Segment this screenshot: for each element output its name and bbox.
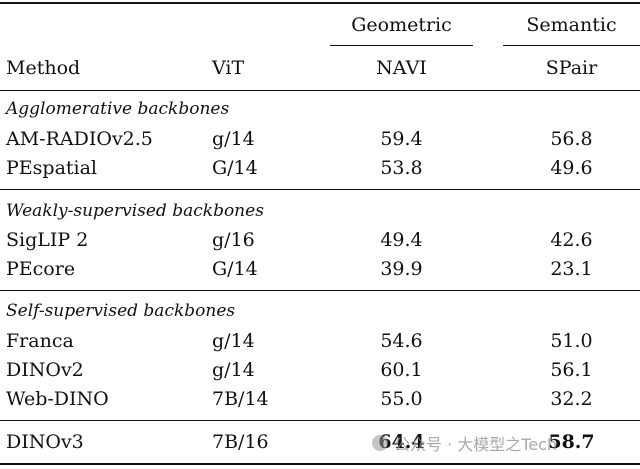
section-title: Agglomerative backbones [6, 99, 230, 119]
cell-vit: G/14 [212, 157, 258, 179]
cell-spair: 23.1 [550, 258, 593, 280]
geometric-group-rule [330, 45, 473, 46]
cell-navi: 39.9 [380, 258, 423, 280]
cell-spair: 49.6 [550, 157, 593, 179]
section-title: Weakly-supervised backbones [6, 201, 264, 221]
cell-method-final: DINOv3 [6, 431, 84, 453]
cell-navi-final: 64.4 [378, 431, 425, 453]
column-header-vit: ViT [212, 57, 245, 79]
cell-spair: 32.2 [550, 388, 593, 410]
header-rule [0, 90, 640, 91]
cell-method: AM-RADIOv2.5 [6, 128, 153, 150]
cell-vit-final: 7B/16 [212, 431, 269, 453]
cell-spair: 42.6 [550, 229, 593, 251]
semantic-group-rule [503, 45, 640, 46]
cell-method: Franca [6, 330, 74, 352]
group-header-geometric: Geometric [351, 14, 452, 36]
cell-vit: g/14 [212, 330, 255, 352]
cell-spair: 56.8 [550, 128, 593, 150]
section-rule-2 [0, 290, 640, 291]
cell-navi: 55.0 [380, 388, 423, 410]
cell-vit: G/14 [212, 258, 258, 280]
column-header-method: Method [6, 57, 81, 79]
cell-navi: 60.1 [380, 359, 423, 381]
watermark: 公众号 · 大模型之Tech [372, 431, 557, 455]
final-rule [0, 420, 640, 421]
cell-spair: 51.0 [550, 330, 593, 352]
column-header-navi: NAVI [376, 57, 427, 79]
cell-method: PEcore [6, 258, 76, 280]
cell-vit: g/14 [212, 128, 255, 150]
cell-navi: 59.4 [380, 128, 423, 150]
cell-vit: g/16 [212, 229, 255, 251]
watermark-text: 公众号 · 大模型之Tech [394, 435, 558, 454]
section-title: Self-supervised backbones [6, 301, 236, 321]
cell-navi: 49.4 [380, 229, 423, 251]
group-header-semantic: Semantic [526, 14, 617, 36]
cell-method: Web-DINO [6, 388, 109, 410]
cell-method: DINOv2 [6, 359, 84, 381]
cell-spair: 56.1 [550, 359, 593, 381]
cell-spair-final: 58.7 [548, 431, 595, 453]
cell-method: PEspatial [6, 157, 98, 179]
cell-vit: 7B/14 [212, 388, 269, 410]
bottom-rule [0, 463, 640, 465]
cell-navi: 53.8 [380, 157, 423, 179]
top-rule [0, 2, 640, 4]
cell-vit: g/14 [212, 359, 255, 381]
cell-navi: 54.6 [380, 330, 423, 352]
section-rule-1 [0, 189, 640, 190]
cell-method: SigLIP 2 [6, 229, 89, 251]
wechat-icon [372, 435, 388, 451]
column-header-spair: SPair [545, 57, 598, 79]
